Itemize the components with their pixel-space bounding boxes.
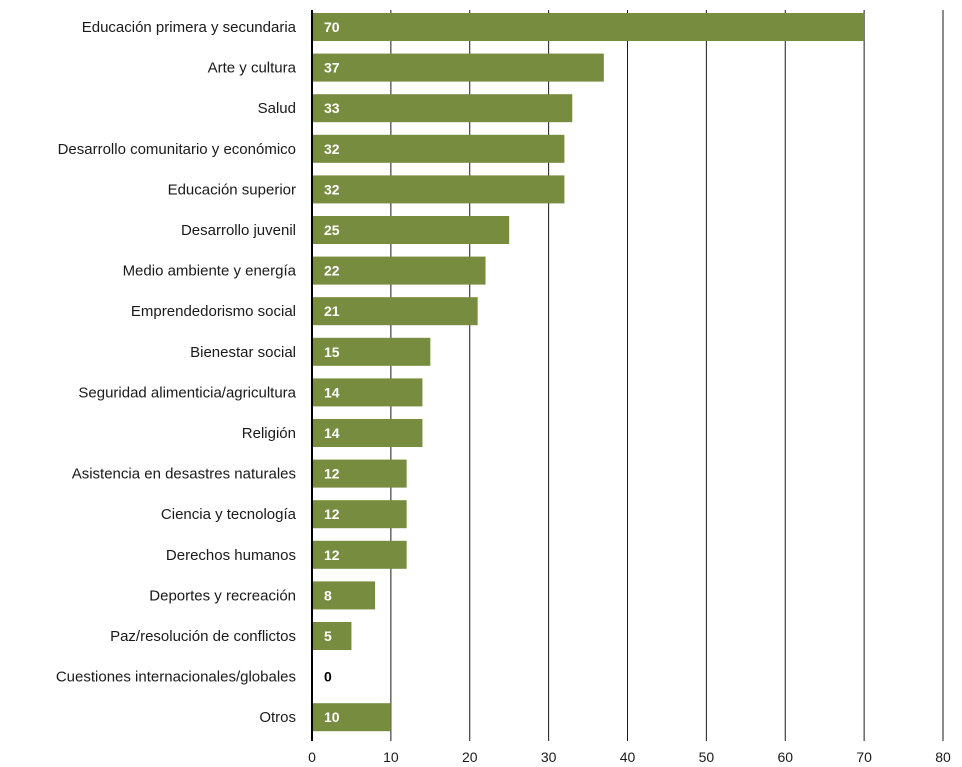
data-label: 33	[324, 100, 340, 116]
data-label: 14	[324, 425, 340, 441]
bar	[312, 459, 407, 488]
bar	[312, 500, 407, 529]
data-label: 12	[324, 466, 340, 482]
data-label: 14	[324, 384, 340, 400]
category-label: Derechos humanos	[166, 547, 296, 564]
category-label: Educación superior	[168, 181, 296, 198]
data-label: 70	[324, 19, 340, 35]
data-label: 5	[324, 628, 332, 644]
category-label: Ciencia y tecnología	[161, 506, 297, 523]
category-label: Desarrollo juvenil	[181, 222, 296, 239]
category-label: Paz/resolución de conflictos	[110, 628, 296, 645]
category-label: Seguridad alimenticia/agricultura	[78, 384, 296, 401]
data-label: 0	[324, 669, 332, 685]
category-label: Arte y cultura	[208, 60, 297, 77]
category-label: Otros	[259, 709, 296, 726]
category-labels: Educación primera y secundaria Arte y cul…	[56, 19, 297, 726]
data-label: 32	[324, 181, 340, 197]
x-tick-label: 70	[856, 749, 872, 765]
x-tick-label: 30	[541, 749, 557, 765]
data-label: 37	[324, 60, 340, 76]
data-label: 12	[324, 547, 340, 563]
data-label: 25	[324, 222, 340, 238]
data-label: 21	[324, 303, 340, 319]
category-label: Bienestar social	[190, 344, 296, 361]
bar	[312, 337, 431, 366]
category-label: Salud	[258, 100, 296, 117]
bar	[312, 581, 376, 610]
bar	[312, 94, 573, 123]
x-tick-label: 80	[935, 749, 951, 765]
data-label: 12	[324, 506, 340, 522]
x-tick-label: 20	[462, 749, 478, 765]
x-tick-label: 50	[699, 749, 715, 765]
data-label: 8	[324, 587, 332, 603]
bar	[312, 134, 565, 163]
bar	[312, 622, 352, 650]
x-axis: 0 10 20 30 40 50 60 70 80	[308, 10, 951, 765]
data-label: 10	[324, 709, 340, 725]
bar	[312, 53, 604, 82]
category-label: Cuestiones internacionales/globales	[56, 669, 296, 686]
grid	[390, 10, 944, 741]
category-label: Deportes y recreación	[149, 587, 296, 604]
bar	[312, 216, 510, 244]
bar	[312, 13, 865, 41]
category-label: Asistencia en desastres naturales	[72, 466, 296, 483]
category-label: Medio ambiente y energía	[123, 263, 297, 280]
x-tick-label: 10	[383, 749, 399, 765]
bar	[312, 540, 407, 569]
data-label: 32	[324, 141, 340, 157]
data-label: 15	[324, 344, 340, 360]
bar	[312, 297, 478, 326]
bar	[312, 175, 565, 204]
category-label: Educación primera y secundaria	[82, 19, 297, 36]
category-label: Desarrollo comunitario y económico	[58, 141, 296, 158]
data-label: 22	[324, 263, 340, 279]
category-label: Emprendedorismo social	[131, 303, 296, 320]
category-label: Religión	[242, 425, 296, 442]
bar	[312, 419, 423, 447]
bar	[312, 703, 391, 732]
x-tick-label: 40	[620, 749, 636, 765]
bar	[312, 378, 423, 407]
x-tick-label: 60	[777, 749, 793, 765]
bars: 70 37 33 32 32 25 22 21 15 14 14 12 12 12 8 5 0 10	[312, 13, 865, 732]
bar	[312, 256, 486, 285]
x-tick-label: 0	[308, 749, 316, 765]
